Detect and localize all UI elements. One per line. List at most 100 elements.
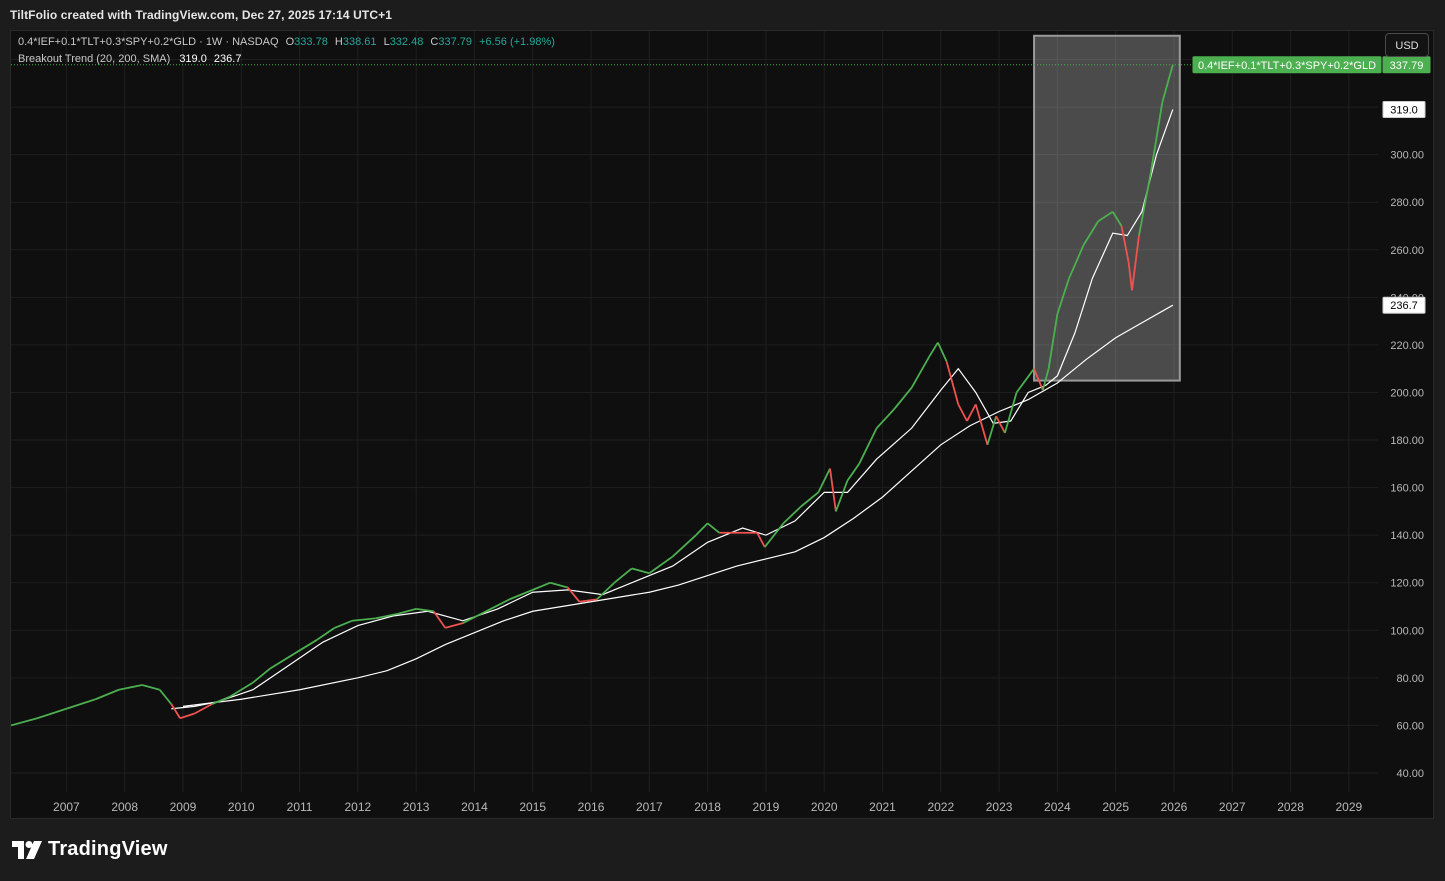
highlight-box [1033, 34, 1181, 382]
open-label: O [285, 36, 295, 48]
x-tick-label: 2026 [1161, 800, 1188, 814]
price-segment [334, 619, 353, 629]
indicator-legend[interactable]: Breakout Trend (20, 200, SMA) 319.0 236.… [18, 53, 241, 65]
last-price-value-label-text: 337.79 [1390, 60, 1424, 72]
price-segment [532, 581, 551, 591]
x-tick-label: 2019 [753, 800, 780, 814]
indicator-name: Breakout Trend (20, 200, SMA) [18, 53, 171, 65]
y-tick-label: 280.00 [1390, 197, 1424, 209]
price-segment [229, 681, 254, 698]
indicator-fast-value: 319.0 [179, 53, 207, 65]
sma-200-line [182, 304, 1174, 707]
price-segment [1111, 211, 1123, 227]
price-segment [118, 684, 143, 691]
price-segment [986, 415, 998, 446]
chart-panel[interactable] [10, 30, 1434, 819]
tradingview-brand: TradingView [48, 838, 168, 860]
x-tick-label: 2017 [636, 800, 663, 814]
price-segment [179, 712, 195, 720]
price-segment [672, 534, 697, 558]
price-segment [835, 480, 849, 512]
sma-slow-value-label-box [1382, 296, 1426, 314]
price-segment [462, 610, 487, 624]
x-tick-label: 2025 [1102, 800, 1129, 814]
price-segment [695, 522, 709, 536]
price-segment [1056, 278, 1070, 315]
price-segment [416, 607, 434, 613]
x-tick-label: 2023 [986, 800, 1013, 814]
price-segment [432, 610, 447, 629]
price-segment [211, 696, 230, 705]
close-label: C [430, 36, 439, 48]
price-segment [316, 627, 336, 641]
price-segment [445, 622, 464, 629]
x-tick-label: 2016 [578, 800, 605, 814]
x-tick-label: 2010 [228, 800, 255, 814]
y-tick-label: 200.00 [1390, 387, 1424, 399]
price-segment [858, 427, 878, 465]
price-segment [817, 468, 831, 493]
tradingview-logo[interactable]: TradingView [12, 838, 168, 861]
price-segment [194, 703, 213, 715]
price-segment [485, 598, 510, 613]
price-segment [910, 356, 930, 389]
plot-layer [11, 34, 1378, 727]
price-segment [995, 415, 1006, 434]
price-segment [937, 342, 948, 362]
price-segment [579, 598, 597, 603]
price-segment [1033, 368, 1044, 391]
price-segment [966, 403, 977, 422]
last-price-name-label-text: 0.4*IEF+0.1*TLT+0.3*SPY+0.2*GLD [1198, 60, 1376, 72]
price-segment [509, 589, 534, 601]
last-price-name-label-box [1192, 56, 1382, 74]
price-segment [170, 703, 181, 719]
currency-button[interactable]: USD [1385, 33, 1429, 57]
sma-fast-value-label-box [1382, 100, 1426, 118]
high-value: 338.61 [342, 36, 377, 48]
price-segment [1161, 64, 1174, 103]
price-segment [1138, 173, 1152, 236]
price-segment [928, 342, 939, 358]
price-segment [782, 505, 802, 524]
price-segment [567, 586, 581, 603]
x-tick-label: 2012 [344, 800, 371, 814]
price-segment [1127, 261, 1133, 291]
price-segment [36, 707, 67, 720]
price-segment [945, 361, 960, 405]
price-segment [1004, 392, 1018, 434]
price-segment [158, 689, 173, 705]
symbol-legend[interactable]: 0.4*IEF+0.1*TLT+0.3*SPY+0.2*GLD · 1W · N… [18, 36, 555, 48]
x-tick-label: 2027 [1219, 800, 1246, 814]
price-segment [95, 688, 120, 701]
x-tick-label: 2022 [927, 800, 954, 814]
price-segment [707, 522, 720, 534]
price-segment [11, 717, 38, 727]
x-tick-label: 2011 [287, 800, 313, 814]
x-tick-label: 2015 [519, 800, 546, 814]
price-segment [800, 491, 819, 508]
price-segment [141, 684, 160, 691]
price-segment [66, 698, 96, 710]
close-value: 337.79 [438, 36, 473, 48]
chart-credit: TiltFolio created with TradingView.com, … [10, 8, 392, 22]
price-segment [974, 404, 989, 446]
price-segment [252, 667, 271, 684]
price-segment [893, 387, 913, 410]
sma-slow-value-label-text: 236.7 [1390, 300, 1418, 312]
y-tick-label: 220.00 [1390, 340, 1424, 352]
low-value: 332.48 [389, 36, 424, 48]
price-segment [1041, 368, 1050, 391]
price-segment [1047, 313, 1059, 369]
grid-layer [11, 31, 1378, 792]
price-segment [549, 581, 568, 589]
footer-bar [0, 821, 1445, 881]
y-tick-label: 160.00 [1390, 483, 1424, 495]
y-tick-label: 180.00 [1390, 435, 1424, 447]
x-tick-label: 2028 [1277, 800, 1304, 814]
high-label: H [334, 36, 343, 48]
x-tick-label: 2021 [869, 800, 896, 814]
sma-fast-value-label-text: 319.0 [1390, 104, 1418, 116]
price-segment [764, 522, 785, 548]
price-segment [1097, 210, 1114, 223]
